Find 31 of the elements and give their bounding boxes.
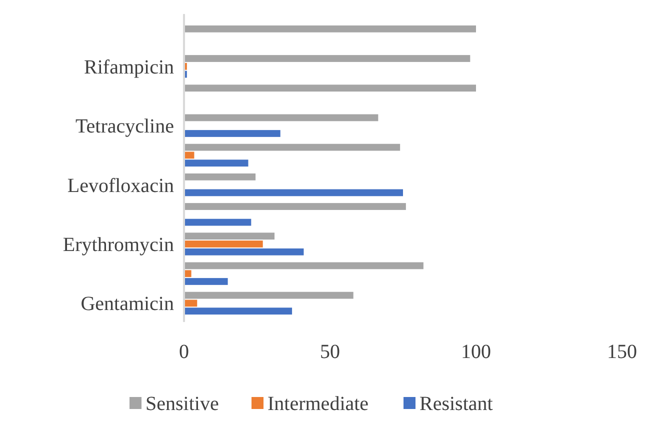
bar xyxy=(184,292,354,299)
legend-label: Sensitive xyxy=(146,393,219,415)
bar xyxy=(184,160,248,167)
bar xyxy=(184,218,252,226)
legend-label: Resistant xyxy=(420,393,494,415)
x-tick-label: 0 xyxy=(179,341,189,363)
y-tick-label: Levofloxacin xyxy=(67,174,174,197)
bar xyxy=(184,173,256,180)
y-tick-label: Tetracycline xyxy=(75,116,174,138)
y-tick-label: Erythromycin xyxy=(62,234,174,256)
bar xyxy=(184,262,424,270)
bar xyxy=(184,84,476,92)
bar xyxy=(184,189,403,196)
bar xyxy=(184,240,263,248)
y-tick-label: Gentamicin xyxy=(80,293,174,316)
bar xyxy=(184,144,400,151)
bar xyxy=(184,270,192,278)
bar xyxy=(184,278,228,285)
bar xyxy=(184,114,378,122)
bar xyxy=(184,25,476,32)
bar xyxy=(184,308,292,315)
x-tick-label: 150 xyxy=(607,341,637,363)
x-tick-label: 100 xyxy=(461,341,491,363)
bar xyxy=(184,248,304,256)
legend-label: Intermediate xyxy=(268,393,369,415)
y-tick-label: Rifampicin xyxy=(84,56,174,78)
bar xyxy=(184,130,280,137)
x-tick-label: 50 xyxy=(320,341,340,363)
bar xyxy=(184,203,406,210)
bar xyxy=(184,55,470,62)
bar xyxy=(184,232,275,240)
